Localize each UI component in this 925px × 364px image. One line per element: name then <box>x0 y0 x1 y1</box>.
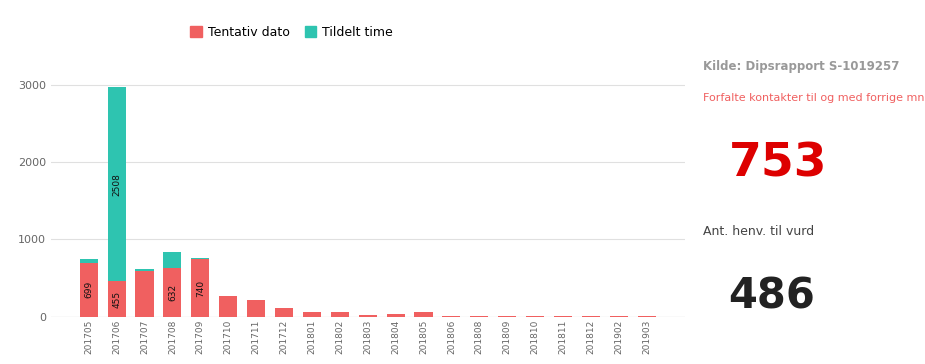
Text: 486: 486 <box>729 276 815 318</box>
Bar <box>164 268 181 317</box>
Bar <box>414 312 433 317</box>
Text: 753: 753 <box>729 141 827 186</box>
Text: Forfalte kontakter til og med forrige mnd.: Forfalte kontakter til og med forrige mn… <box>703 93 925 103</box>
Bar <box>387 314 404 317</box>
Text: 455: 455 <box>112 290 121 308</box>
Bar <box>80 259 98 262</box>
Bar <box>275 308 293 317</box>
Text: Kilde: Dipsrapport S-1019257: Kilde: Dipsrapport S-1019257 <box>703 60 899 73</box>
Bar <box>135 269 154 271</box>
Bar <box>219 296 238 317</box>
Text: 740: 740 <box>196 280 204 297</box>
Bar <box>191 260 209 317</box>
Bar <box>302 312 321 317</box>
Bar <box>442 316 461 317</box>
Text: 699: 699 <box>84 281 93 298</box>
Text: Planlagte kontakter (tildelt/tentativ time): Planlagte kontakter (tildelt/tentativ ti… <box>11 25 503 45</box>
Bar <box>247 300 265 317</box>
Bar <box>164 252 181 268</box>
Text: Ant. henv. til vurd: Ant. henv. til vurd <box>703 225 814 238</box>
Bar <box>135 271 154 317</box>
Bar <box>498 316 516 317</box>
Bar <box>359 315 376 317</box>
Legend: Tentativ dato, Tildelt time: Tentativ dato, Tildelt time <box>185 21 398 44</box>
Bar <box>554 316 572 317</box>
Bar <box>107 87 126 281</box>
Bar <box>470 316 488 317</box>
Text: 632: 632 <box>168 284 177 301</box>
Text: 2508: 2508 <box>112 173 121 196</box>
Bar <box>107 281 126 317</box>
Bar <box>331 312 349 317</box>
Bar <box>80 262 98 317</box>
Bar <box>191 257 209 260</box>
